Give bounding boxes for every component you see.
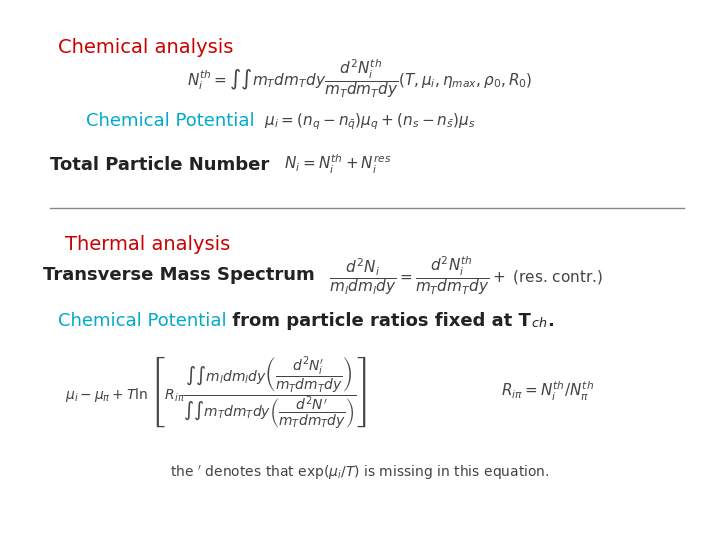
Text: from particle ratios fixed at T: from particle ratios fixed at T xyxy=(226,312,531,330)
Text: Total Particle Number: Total Particle Number xyxy=(50,156,270,174)
Text: Thermal analysis: Thermal analysis xyxy=(65,235,230,254)
Text: $N_i = N_i^{th} + N_i^{res}$: $N_i = N_i^{th} + N_i^{res}$ xyxy=(270,153,391,176)
Text: $_{ch}$: $_{ch}$ xyxy=(531,312,547,330)
Text: Transverse Mass Spectrum: Transverse Mass Spectrum xyxy=(43,266,315,285)
Text: Chemical Potential: Chemical Potential xyxy=(86,112,255,131)
Text: $N_i^{th} = \int\int m_T dm_T dy \dfrac{d^2 N_i^{th}}{m_T dm_T dy}(T, \mu_i, \et: $N_i^{th} = \int\int m_T dm_T dy \dfrac{… xyxy=(187,57,533,100)
Text: $\dfrac{d^2 N_i}{m_l dm_l dy} = \dfrac{d^2 N_i^{th}}{m_T dm_T dy} + $ (res. cont: $\dfrac{d^2 N_i}{m_l dm_l dy} = \dfrac{d… xyxy=(315,254,603,297)
Text: Chemical Potential: Chemical Potential xyxy=(58,312,226,330)
Text: $R_{i\pi} = N_i^{th}/N_\pi^{th}$: $R_{i\pi} = N_i^{th}/N_\pi^{th}$ xyxy=(500,380,594,403)
Text: the $'$ denotes that $\exp(\mu_i/T)$ is missing in this equation.: the $'$ denotes that $\exp(\mu_i/T)$ is … xyxy=(170,463,550,482)
Text: $\mu_i = (n_q - n_{\bar{q}})\mu_q + (n_s - n_{\bar{s}})\mu_s$: $\mu_i = (n_q - n_{\bar{q}})\mu_q + (n_s… xyxy=(255,111,476,132)
Text: Chemical analysis: Chemical analysis xyxy=(58,38,233,57)
Text: .: . xyxy=(547,312,554,330)
Text: $\mu_i - \mu_\pi + T \ln\left[R_{i\pi}\dfrac{\int\int m_l dm_l dy\left(\dfrac{d^: $\mu_i - \mu_\pi + T \ln\left[R_{i\pi}\d… xyxy=(65,354,367,429)
